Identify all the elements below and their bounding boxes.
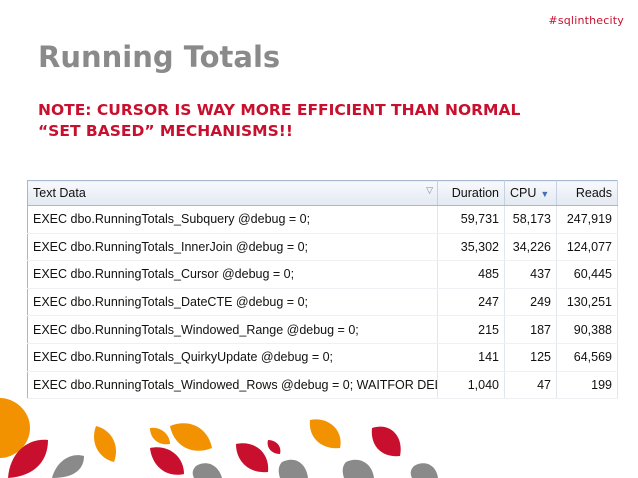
cell-text-data: EXEC dbo.RunningTotals_QuirkyUpdate @deb… xyxy=(27,343,438,372)
cell-cpu: 249 xyxy=(504,288,557,317)
cell-duration: 141 xyxy=(437,343,505,372)
cell-duration: 247 xyxy=(437,288,505,317)
cell-cpu: 58,173 xyxy=(504,205,557,234)
droplet-orange xyxy=(170,423,212,451)
droplet-gray xyxy=(278,459,308,478)
column-header-duration[interactable]: Duration xyxy=(437,180,505,206)
table-row[interactable]: EXEC dbo.RunningTotals_DateCTE @debug = … xyxy=(27,288,618,317)
droplet-gray xyxy=(410,463,438,478)
cell-duration: 35,302 xyxy=(437,233,505,262)
cell-cpu: 187 xyxy=(504,315,557,344)
cell-cpu: 437 xyxy=(504,260,557,289)
table-row[interactable]: EXEC dbo.RunningTotals_Windowed_Rows @de… xyxy=(27,371,618,400)
cell-reads: 124,077 xyxy=(556,233,618,262)
cell-cpu: 125 xyxy=(504,343,557,372)
cell-reads: 64,569 xyxy=(556,343,618,372)
column-header-text-data[interactable]: Text Data ▽ xyxy=(27,180,438,206)
cell-duration: 59,731 xyxy=(437,205,505,234)
grid-header-row: Text Data ▽ Duration CPU ▼ Reads xyxy=(27,180,618,206)
droplet-shapes xyxy=(0,398,438,478)
cell-text-data: EXEC dbo.RunningTotals_DateCTE @debug = … xyxy=(27,288,438,317)
trace-results-grid: Text Data ▽ Duration CPU ▼ Reads EXEC dbo… xyxy=(27,180,618,400)
table-row[interactable]: EXEC dbo.RunningTotals_Subquery @debug =… xyxy=(27,205,618,234)
droplet-orange xyxy=(150,427,170,445)
cell-duration: 1,040 xyxy=(437,371,505,400)
slide-note: NOTE: CURSOR IS WAY MORE EFFICIENT THAN … xyxy=(38,100,608,142)
slide-title: Running Totals xyxy=(38,40,281,74)
table-row[interactable]: EXEC dbo.RunningTotals_Windowed_Range @d… xyxy=(27,315,618,344)
cell-text-data: EXEC dbo.RunningTotals_Windowed_Rows @de… xyxy=(27,371,438,400)
cell-cpu: 34,226 xyxy=(504,233,557,262)
table-row[interactable]: EXEC dbo.RunningTotals_InnerJoin @debug … xyxy=(27,233,618,262)
column-label: Text Data xyxy=(33,186,86,200)
cell-text-data: EXEC dbo.RunningTotals_Windowed_Range @d… xyxy=(27,315,438,344)
table-row[interactable]: EXEC dbo.RunningTotals_QuirkyUpdate @deb… xyxy=(27,343,618,372)
filter-icon[interactable]: ▽ xyxy=(426,185,433,195)
droplet-red xyxy=(150,447,184,475)
droplet-gray xyxy=(52,455,84,478)
droplet-gray xyxy=(192,463,222,478)
note-line-1: NOTE: CURSOR IS WAY MORE EFFICIENT THAN … xyxy=(38,101,521,119)
droplet-orange xyxy=(0,398,30,458)
droplet-gray xyxy=(342,459,374,478)
cell-duration: 485 xyxy=(437,260,505,289)
cell-reads: 90,388 xyxy=(556,315,618,344)
cell-reads: 199 xyxy=(556,371,618,400)
cell-text-data: EXEC dbo.RunningTotals_InnerJoin @debug … xyxy=(27,233,438,262)
cell-reads: 130,251 xyxy=(556,288,618,317)
droplet-red xyxy=(267,440,281,454)
column-label: CPU xyxy=(510,186,537,200)
cell-duration: 215 xyxy=(437,315,505,344)
cell-reads: 247,919 xyxy=(556,205,618,234)
sort-descending-icon: ▼ xyxy=(540,189,550,199)
cell-text-data: EXEC dbo.RunningTotals_Cursor @debug = 0… xyxy=(27,260,438,289)
droplet-red xyxy=(8,439,48,478)
cell-text-data: EXEC dbo.RunningTotals_Subquery @debug =… xyxy=(27,205,438,234)
droplet-orange xyxy=(94,426,116,462)
table-row[interactable]: EXEC dbo.RunningTotals_Cursor @debug = 0… xyxy=(27,260,618,289)
droplet-red xyxy=(236,443,269,473)
droplet-red xyxy=(371,426,401,457)
cell-reads: 60,445 xyxy=(556,260,618,289)
note-line-2: “SET BASED” MECHANISMS!! xyxy=(38,122,293,140)
cell-cpu: 47 xyxy=(504,371,557,400)
column-label: Reads xyxy=(575,186,612,200)
column-label: Duration xyxy=(451,186,499,200)
hashtag: #sqlinthecity xyxy=(548,14,624,27)
droplet-orange xyxy=(309,419,341,449)
column-header-reads[interactable]: Reads xyxy=(556,180,618,206)
column-header-cpu[interactable]: CPU ▼ xyxy=(504,180,557,206)
